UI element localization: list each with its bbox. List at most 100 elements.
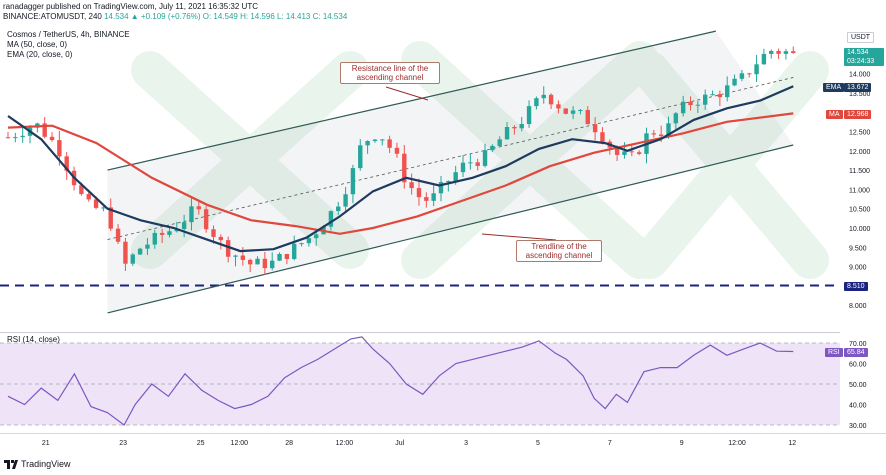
tradingview-icon — [4, 459, 18, 469]
rsi-axis: 30.00 40.00 50.00 60.00 70.00 — [849, 341, 867, 430]
candle-body — [167, 231, 172, 235]
candle-body — [365, 140, 370, 146]
price-tick-label: 11.000 — [849, 187, 870, 194]
price-tick-label: 8.000 — [849, 303, 867, 310]
candle-body — [725, 85, 730, 98]
candle-body — [636, 152, 642, 154]
watermark-mark — [131, 51, 369, 269]
tradingview-logo[interactable]: TradingView — [4, 459, 71, 469]
candle-body — [578, 110, 583, 112]
candle-body — [225, 240, 231, 257]
chart-title[interactable]: Cosmos / TetherUS, 4h, BINANCE — [7, 30, 130, 39]
candle-body — [658, 134, 664, 137]
time-axis: 21 23 25 12:00 28 12:00 Jul 3 5 7 9 12:00 12 — [42, 440, 796, 447]
ma-price-tag: 12.968 — [844, 110, 872, 119]
candle-body — [284, 254, 290, 259]
candle-body — [424, 197, 429, 201]
price-tick-label: 9.500 — [849, 245, 867, 252]
candle-body — [585, 110, 590, 125]
ma-tag-label: MA — [826, 110, 843, 119]
candle-body — [747, 73, 752, 75]
candle-body — [431, 193, 436, 201]
candle-body — [453, 172, 458, 182]
candle-body — [570, 110, 576, 114]
rsi-line — [7, 336, 794, 426]
candle-body — [42, 123, 47, 137]
price-tick-label: 11.500 — [849, 168, 870, 175]
last-price-tag: 14.534 03:24:33 — [844, 48, 884, 66]
ema20-line — [7, 85, 794, 253]
candle-body — [79, 185, 84, 195]
candle-body — [761, 53, 767, 65]
candle-body — [189, 206, 194, 223]
candle-body — [152, 232, 157, 245]
watermark-mark — [631, 51, 829, 279]
resistance-pointer — [385, 86, 429, 101]
price-axis: 8.0008.5009.0009.50010.00010.50011.00011… — [849, 72, 871, 311]
candle-body — [57, 140, 62, 157]
candle-body — [64, 156, 69, 171]
candle-body — [93, 199, 99, 208]
currency-tag: USDT — [847, 32, 875, 43]
candle-body — [159, 232, 165, 235]
symbol-label: BINANCE:ATOMUSDT, 240 — [3, 12, 102, 21]
candle-body — [673, 113, 679, 124]
time-tick-label: 12:00 — [231, 440, 249, 447]
candle-body — [702, 94, 708, 105]
ema-price-tag: 13.672 — [844, 83, 872, 92]
candle-body — [299, 243, 304, 245]
candle-body — [475, 162, 480, 166]
time-tick-label: 12:00 — [728, 440, 746, 447]
time-tick-label: 23 — [119, 440, 127, 447]
candle-body — [563, 108, 568, 114]
resistance-annotation: Resistance line of the ascending channel — [340, 62, 440, 84]
candle-body — [123, 241, 128, 264]
rsi-tick-label: 40.00 — [849, 403, 867, 410]
candle-body — [482, 150, 488, 166]
time-tick-label: Jul — [395, 440, 404, 447]
candle-body — [262, 258, 268, 269]
candle-body — [218, 236, 224, 241]
ma-legend[interactable]: MA (50, close, 0) — [7, 40, 68, 49]
candle-body — [130, 254, 135, 264]
candle-body — [13, 137, 18, 139]
candle-body — [592, 124, 598, 133]
candle-body — [314, 234, 319, 239]
candle-body — [651, 133, 657, 135]
candle-body — [600, 132, 605, 142]
candle-body — [666, 123, 671, 137]
price-tick-label: 14.000 — [849, 72, 871, 79]
candle-body — [732, 78, 737, 86]
candle-body — [145, 244, 150, 249]
candle-body — [556, 104, 561, 109]
candle-body — [358, 145, 363, 169]
candle-body — [791, 51, 796, 53]
candle-body — [468, 162, 473, 164]
watermark-mark — [401, 41, 659, 279]
candle-body — [5, 137, 11, 139]
price-tick-label: 10.500 — [849, 207, 871, 214]
candle-body — [49, 136, 55, 141]
candle-body — [387, 139, 392, 148]
time-tick-label: 21 — [42, 440, 50, 447]
candle-body — [20, 135, 25, 138]
ema-legend[interactable]: EMA (20, close, 0) — [7, 50, 73, 59]
ema-tag-label: EMA — [823, 83, 845, 92]
candle-body — [717, 94, 723, 98]
candle-body — [438, 182, 444, 194]
price-tick-label: 13.500 — [849, 91, 871, 98]
candle-body — [695, 104, 701, 106]
candle-body — [541, 94, 546, 99]
rsi-tick-label: 60.00 — [849, 362, 867, 369]
ohlc-values: 14.534 ▲ +0.109 (+0.76%) O: 14.549 H: 14… — [104, 12, 348, 21]
candle-body — [497, 139, 502, 146]
rsi-tick-label: 30.00 — [849, 423, 867, 430]
time-tick-label: 25 — [197, 440, 205, 447]
support-price-tag: 8.510 — [844, 282, 868, 291]
rsi-legend[interactable]: RSI (14, close) — [7, 335, 60, 344]
candle-body — [292, 243, 297, 259]
candle-body — [350, 168, 356, 195]
candle-body — [343, 194, 348, 207]
candle-body — [504, 127, 510, 140]
